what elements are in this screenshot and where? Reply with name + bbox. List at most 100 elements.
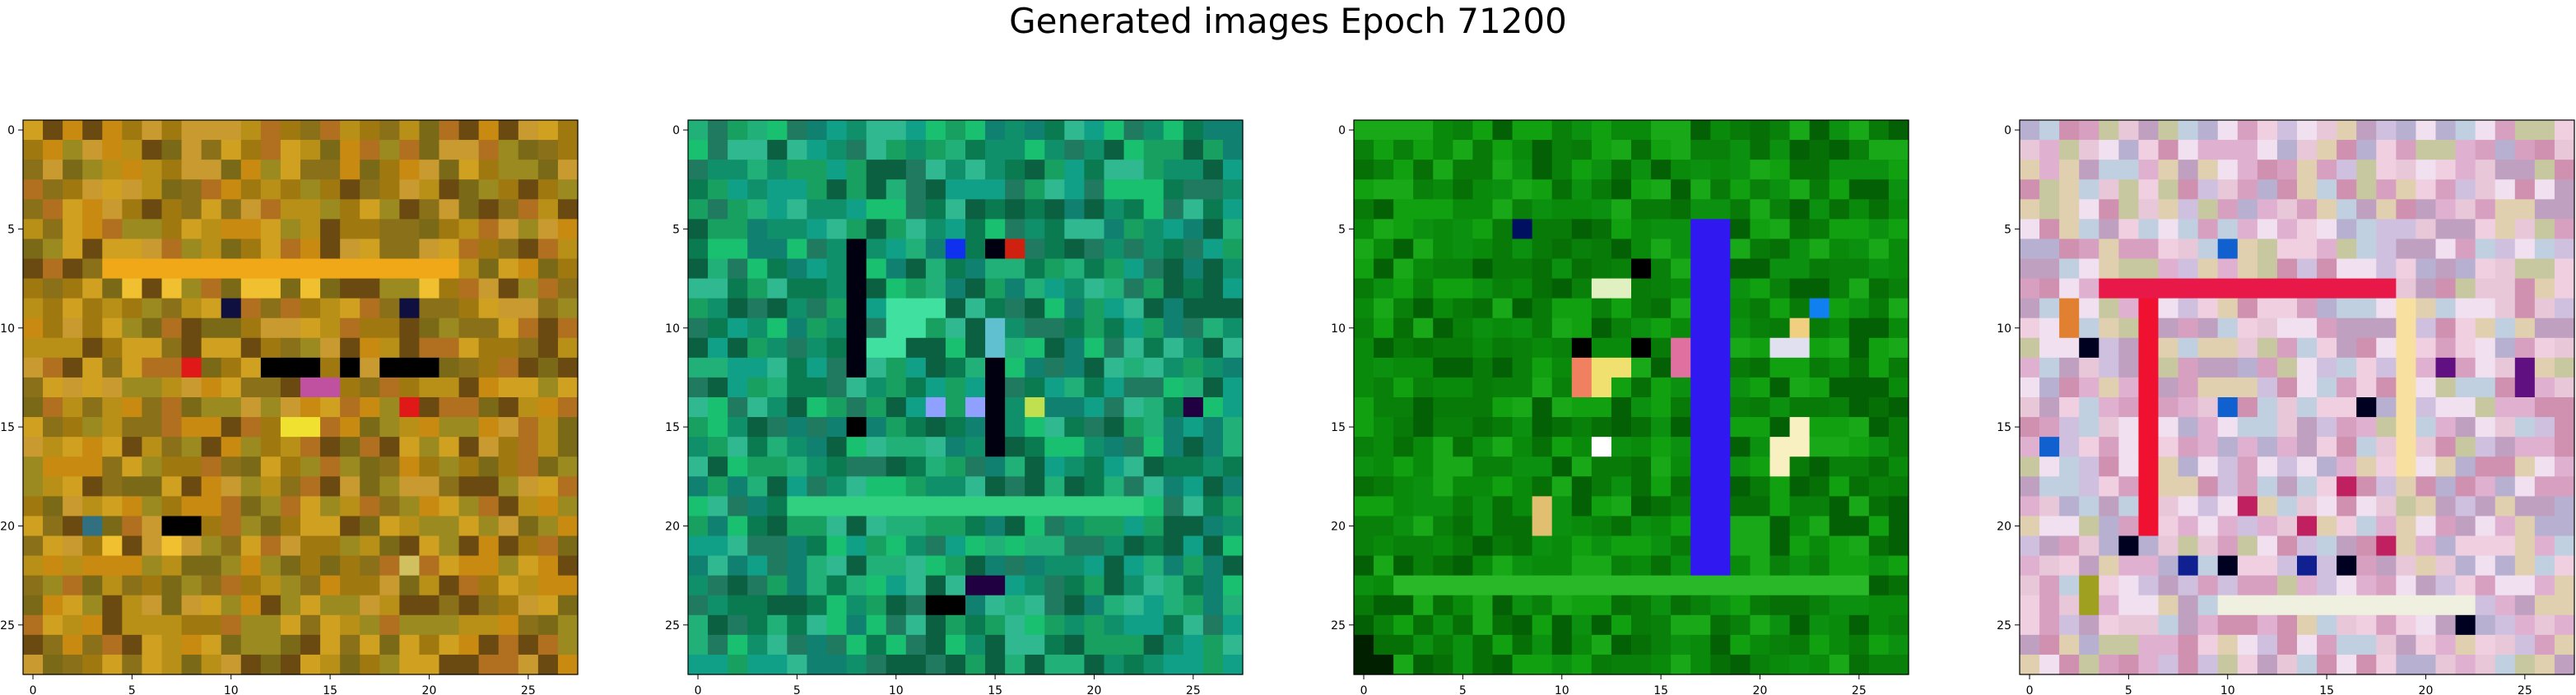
pixel-cell xyxy=(240,535,262,557)
pixel-cell xyxy=(2158,278,2179,299)
pixel-cell xyxy=(2337,476,2357,497)
pixel-cell xyxy=(419,516,440,537)
pixel-cell xyxy=(2197,595,2219,616)
pixel-cell xyxy=(1888,476,1909,497)
pixel-cell xyxy=(1631,377,1652,398)
pixel-cell xyxy=(2118,417,2140,438)
pixel-cell xyxy=(1671,377,1691,398)
pixel-cell xyxy=(2059,535,2080,557)
pixel-cell xyxy=(1084,199,1105,220)
pixel-cell xyxy=(1492,437,1514,457)
pixel-cell xyxy=(221,654,242,675)
pixel-cell xyxy=(1829,417,1850,438)
x-tick-label: 5 xyxy=(2125,684,2132,695)
pixel-cell xyxy=(2039,377,2060,398)
pixel-cell xyxy=(1104,535,1125,557)
pixel-cell xyxy=(1809,456,1830,477)
y-tick-label: 5 xyxy=(1338,223,1346,236)
pixel-cell xyxy=(1591,535,1612,557)
pixel-cell xyxy=(2178,555,2199,577)
pixel-cell xyxy=(537,456,559,477)
pixel-cell xyxy=(439,417,460,438)
pixel-cell xyxy=(1769,437,1791,457)
pixel-cell xyxy=(201,219,222,240)
pixel-cell xyxy=(1472,516,1494,537)
pixel-cell xyxy=(1413,258,1434,280)
pixel-cell xyxy=(161,298,183,319)
pixel-cell xyxy=(537,496,559,517)
pixel-cell xyxy=(1453,575,1474,596)
pixel-cell xyxy=(2534,298,2555,319)
pixel-cell xyxy=(807,614,828,636)
pixel-cell xyxy=(63,357,83,378)
pixel-cell xyxy=(886,496,907,517)
pixel-cell xyxy=(1551,317,1573,339)
pixel-cell xyxy=(2059,199,2080,220)
pixel-cell xyxy=(2039,516,2060,537)
pixel-cell xyxy=(767,555,788,577)
pixel-cell xyxy=(1025,417,1045,438)
pixel-cell xyxy=(1591,258,1612,280)
pixel-cell xyxy=(43,337,63,359)
pixel-cell xyxy=(1084,258,1105,280)
pixel-cell xyxy=(518,496,539,517)
pixel-cell xyxy=(557,219,579,240)
pixel-cell xyxy=(102,179,123,200)
pixel-cell xyxy=(1084,397,1105,418)
pixel-cell xyxy=(360,317,380,339)
pixel-cell xyxy=(1492,476,1514,497)
pixel-cell xyxy=(1354,357,1374,378)
pixel-cell xyxy=(2276,654,2298,675)
pixel-cell xyxy=(320,417,341,438)
pixel-cell xyxy=(1571,219,1593,240)
pixel-cell xyxy=(1631,199,1652,220)
pixel-cell xyxy=(300,160,321,180)
pixel-cell xyxy=(826,179,848,200)
pixel-cell xyxy=(2455,377,2476,398)
pixel-cell xyxy=(1084,179,1105,200)
pixel-cell xyxy=(1730,357,1751,378)
pixel-cell xyxy=(965,535,986,557)
pixel-cell xyxy=(2396,298,2417,319)
pixel-cell xyxy=(1492,634,1514,656)
pixel-cell xyxy=(379,575,400,596)
pixel-cell xyxy=(1829,614,1850,636)
pixel-cell xyxy=(787,140,808,160)
pixel-cell xyxy=(2396,219,2417,240)
pixel-cell xyxy=(320,516,341,537)
pixel-cell xyxy=(181,199,202,220)
pixel-cell xyxy=(886,199,907,220)
x-tick-label: 25 xyxy=(521,684,536,695)
pixel-cell xyxy=(1413,634,1434,656)
pixel-cell xyxy=(728,120,748,141)
pixel-cell xyxy=(419,575,440,596)
pixel-cell xyxy=(2376,298,2397,319)
pixel-cell xyxy=(826,278,848,299)
pixel-cell xyxy=(1453,298,1474,319)
pixel-cell xyxy=(419,337,440,359)
pixel-cell xyxy=(498,476,519,497)
pixel-cell xyxy=(1064,595,1086,616)
pixel-cell xyxy=(2337,258,2357,280)
pixel-cell xyxy=(1202,317,1224,339)
pixel-cell xyxy=(1571,337,1593,359)
pixel-cell xyxy=(2217,555,2239,577)
pixel-cell xyxy=(2118,634,2140,656)
pixel-cell xyxy=(1532,595,1553,616)
pixel-cell xyxy=(340,199,360,220)
pixel-cell xyxy=(708,595,728,616)
pixel-cell xyxy=(1472,555,1494,577)
pixel-cell xyxy=(221,179,242,200)
pixel-cell xyxy=(1730,535,1751,557)
pixel-cell xyxy=(1710,397,1731,418)
pixel-cell xyxy=(2514,239,2536,260)
pixel-cell xyxy=(1104,219,1125,240)
pixel-cell xyxy=(905,219,927,240)
pixel-cell xyxy=(82,575,103,596)
y-tick-label: 10 xyxy=(1997,322,2011,336)
pixel-cell xyxy=(1202,555,1224,577)
pixel-cell xyxy=(2237,140,2258,160)
pixel-cell xyxy=(1532,160,1553,180)
pixel-cell xyxy=(985,555,1006,577)
